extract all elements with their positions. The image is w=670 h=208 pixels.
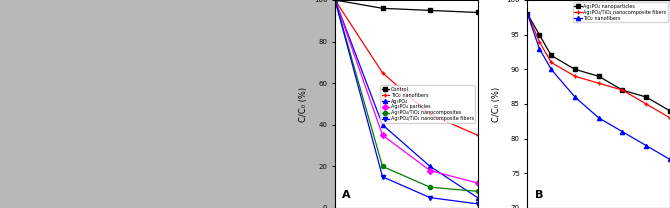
Control	[426, 9, 434, 12]
Line: Ag₃PO₄/TiO₂ nanocomposites: Ag₃PO₄/TiO₂ nanocomposites	[333, 0, 480, 193]
TiO₂ nanofibers	[595, 117, 603, 119]
Y-axis label: C/C₀ (%): C/C₀ (%)	[492, 87, 500, 121]
Ag₃PO₄	[426, 165, 434, 168]
Ag₃PO₄ particles	[331, 0, 339, 1]
Ag₃PO₄/TiO₂ nanocomposite fibers	[666, 117, 670, 119]
TiO₂ nanofibers	[523, 13, 531, 15]
Ag₃PO₄/TiO₂ nanocomposite fibers	[523, 13, 531, 15]
Ag₃PO₄	[474, 196, 482, 199]
Ag₃PO₄ nanoparticles	[618, 89, 626, 91]
Ag₃PO₄/TiO₂ nanocomposite fibers	[535, 40, 543, 43]
Line: Control: Control	[333, 0, 480, 15]
Control	[474, 11, 482, 14]
Line: TiO₂ nanofibers: TiO₂ nanofibers	[333, 0, 480, 137]
Control	[379, 7, 387, 10]
Ag₃PO₄ particles	[379, 134, 387, 136]
Ag₃PO₄ nanoparticles	[595, 75, 603, 78]
Legend: Ag₃PO₄ nanoparticles, Ag₃PO₄/TiO₂ nanocomposite fibers, TiO₂ nanofibers: Ag₃PO₄ nanoparticles, Ag₃PO₄/TiO₂ nanoco…	[573, 2, 667, 22]
Line: Ag₃PO₄ nanoparticles: Ag₃PO₄ nanoparticles	[525, 12, 670, 113]
Ag₃PO₄/TiO₂ nanocomposite fibers	[595, 82, 603, 84]
Ag₃PO₄	[331, 0, 339, 1]
TiO₂ nanofibers	[331, 0, 339, 1]
Ag₃PO₄ nanoparticles	[523, 13, 531, 15]
Ag₃PO₄/TiO₂ nanocomposites	[474, 190, 482, 193]
Text: A: A	[342, 190, 351, 200]
Line: Ag₃PO₄/TiO₂ nanocomposite fibers: Ag₃PO₄/TiO₂ nanocomposite fibers	[333, 0, 480, 206]
Ag₃PO₄ nanoparticles	[571, 68, 579, 71]
Ag₃PO₄/TiO₂ nanocomposites	[331, 0, 339, 1]
TiO₂ nanofibers	[618, 130, 626, 133]
Ag₃PO₄ nanoparticles	[643, 96, 651, 98]
Line: Ag₃PO₄ particles: Ag₃PO₄ particles	[333, 0, 480, 185]
Legend: Control, TiO₂ nanofibers, Ag₃PO₄, Ag₃PO₄ particles, Ag₃PO₄/TiO₂ nanocomposites, : Control, TiO₂ nanofibers, Ag₃PO₄, Ag₃PO₄…	[381, 85, 475, 123]
TiO₂ nanofibers	[535, 47, 543, 50]
TiO₂ nanofibers	[426, 113, 434, 116]
TiO₂ nanofibers	[547, 68, 555, 71]
Ag₃PO₄/TiO₂ nanocomposite fibers	[571, 75, 579, 78]
Text: B: B	[535, 190, 543, 200]
Control	[331, 0, 339, 1]
Ag₃PO₄ nanoparticles	[535, 33, 543, 36]
Line: TiO₂ nanofibers: TiO₂ nanofibers	[525, 12, 670, 162]
Ag₃PO₄ particles	[474, 182, 482, 184]
TiO₂ nanofibers	[571, 96, 579, 98]
Ag₃PO₄	[379, 124, 387, 126]
Ag₃PO₄ particles	[426, 169, 434, 172]
Line: Ag₃PO₄/TiO₂ nanocomposite fibers: Ag₃PO₄/TiO₂ nanocomposite fibers	[525, 12, 670, 120]
TiO₂ nanofibers	[666, 158, 670, 161]
Ag₃PO₄/TiO₂ nanocomposite fibers	[474, 203, 482, 205]
Ag₃PO₄/TiO₂ nanocomposite fibers	[379, 176, 387, 178]
Ag₃PO₄ nanoparticles	[666, 110, 670, 112]
Ag₃PO₄/TiO₂ nanocomposite fibers	[426, 196, 434, 199]
TiO₂ nanofibers	[643, 144, 651, 147]
TiO₂ nanofibers	[379, 72, 387, 74]
Line: Ag₃PO₄: Ag₃PO₄	[333, 0, 480, 200]
Ag₃PO₄/TiO₂ nanocomposite fibers	[331, 0, 339, 1]
Ag₃PO₄/TiO₂ nanocomposites	[426, 186, 434, 188]
TiO₂ nanofibers	[474, 134, 482, 136]
Ag₃PO₄/TiO₂ nanocomposites	[379, 165, 387, 168]
Ag₃PO₄/TiO₂ nanocomposite fibers	[547, 61, 555, 64]
Y-axis label: C/C₀ (%): C/C₀ (%)	[299, 87, 308, 121]
Ag₃PO₄/TiO₂ nanocomposite fibers	[643, 103, 651, 105]
Ag₃PO₄/TiO₂ nanocomposite fibers	[618, 89, 626, 91]
Ag₃PO₄ nanoparticles	[547, 54, 555, 57]
